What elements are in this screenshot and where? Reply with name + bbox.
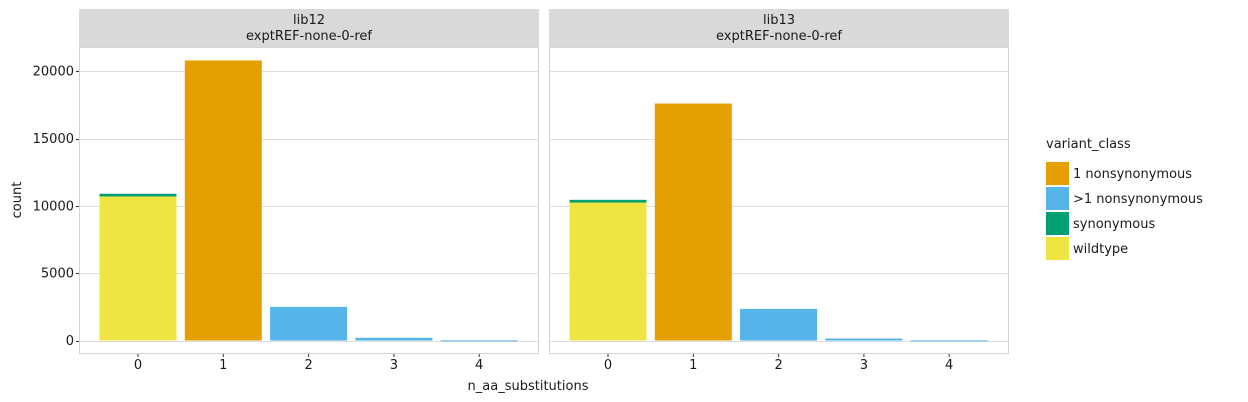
legend-swatch — [1046, 237, 1069, 260]
legend-label: wildtype — [1073, 242, 1128, 257]
x-tick-label: 0 — [604, 358, 612, 373]
legend-label: 1 nonsynonymous — [1073, 167, 1192, 182]
bar-segment-wildtype — [99, 196, 177, 341]
y-axis-title: count — [10, 182, 25, 219]
x-tick-label: 3 — [390, 358, 398, 373]
facet-strip-sublabel: exptREF-none-0-ref — [716, 29, 842, 44]
y-tick-label: 0 — [66, 334, 74, 349]
x-tick-label: 4 — [945, 358, 953, 373]
bar-segment--1-nonsynonymous — [355, 337, 433, 341]
y-tick-label: 15000 — [33, 132, 74, 147]
legend-swatch — [1046, 212, 1069, 235]
facet-strip — [549, 9, 1009, 47]
facet-strip-sublabel: exptREF-none-0-ref — [246, 29, 372, 44]
x-tick-label: 2 — [304, 358, 312, 373]
bar-segment-1-nonsynonymous — [184, 60, 262, 341]
x-tick-label: 0 — [134, 358, 142, 373]
legend-swatch — [1046, 187, 1069, 210]
facet-strip — [79, 9, 539, 47]
bar-segment--1-nonsynonymous — [440, 340, 518, 342]
legend-label: >1 nonsynonymous — [1073, 192, 1203, 207]
legend: variant_class 1 nonsynonymous >1 nonsynon… — [1046, 137, 1203, 260]
x-axis-title: n_aa_substitutions — [468, 379, 589, 394]
bar-segment--1-nonsynonymous — [740, 308, 818, 341]
legend-title: variant_class — [1046, 137, 1131, 152]
bar-segment--1-nonsynonymous — [270, 306, 348, 341]
bar-segment-synonymous — [99, 193, 177, 197]
legend-swatch — [1046, 162, 1069, 185]
bar-segment--1-nonsynonymous — [910, 340, 988, 342]
bar-segment--1-nonsynonymous — [825, 338, 903, 341]
y-tick-label: 10000 — [33, 199, 74, 214]
y-axis: 0 5000 10000 15000 20000 — [33, 65, 79, 349]
x-tick-label: 2 — [774, 358, 782, 373]
y-tick-label: 20000 — [33, 65, 74, 80]
bar-segment-1-nonsynonymous — [654, 103, 732, 341]
legend-label: synonymous — [1073, 217, 1155, 232]
bar-segment-wildtype — [569, 202, 647, 341]
facet-strip-label: lib12 — [293, 13, 325, 28]
facet-strip-label: lib13 — [763, 13, 795, 28]
x-tick-label: 1 — [219, 358, 227, 373]
x-tick-label: 4 — [475, 358, 483, 373]
x-tick-label: 3 — [860, 358, 868, 373]
x-tick-label: 1 — [689, 358, 697, 373]
y-tick-label: 5000 — [41, 267, 74, 282]
bar-segment-synonymous — [569, 199, 647, 203]
